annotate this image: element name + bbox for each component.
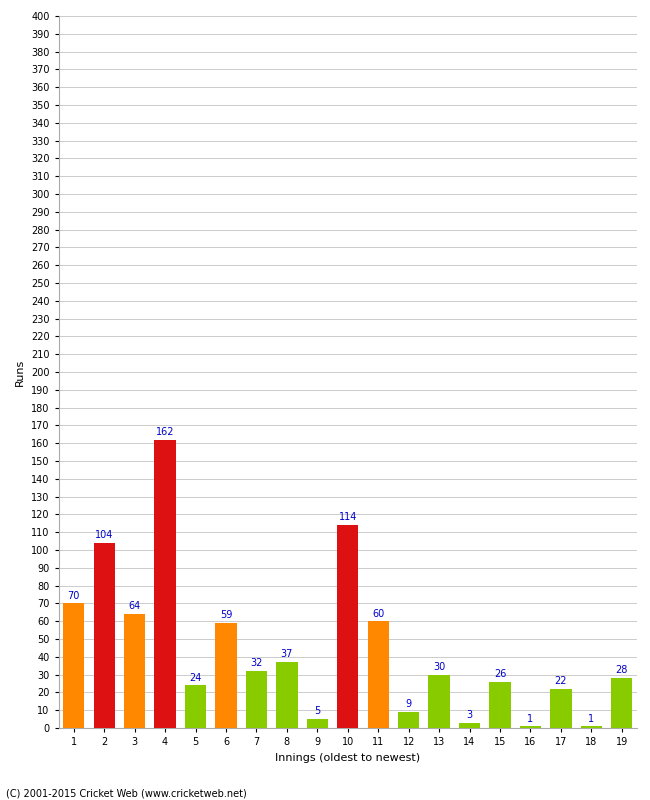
Text: 26: 26 [494, 669, 506, 679]
Text: 5: 5 [314, 706, 320, 717]
Bar [63, 603, 84, 728]
Text: 37: 37 [281, 650, 293, 659]
Bar [215, 623, 237, 728]
Text: 28: 28 [616, 666, 628, 675]
Text: 32: 32 [250, 658, 263, 668]
Text: 9: 9 [406, 699, 411, 710]
Bar [307, 719, 328, 728]
Bar [155, 440, 176, 728]
Text: (C) 2001-2015 Cricket Web (www.cricketweb.net): (C) 2001-2015 Cricket Web (www.cricketwe… [6, 788, 247, 798]
Bar [580, 726, 602, 728]
Text: 59: 59 [220, 610, 232, 620]
Bar [124, 614, 145, 728]
Text: 162: 162 [156, 427, 174, 437]
Bar [94, 543, 115, 728]
Text: 104: 104 [95, 530, 113, 540]
Text: 3: 3 [467, 710, 473, 720]
Bar [367, 622, 389, 728]
Text: 70: 70 [68, 590, 80, 601]
Text: 30: 30 [433, 662, 445, 672]
Bar [520, 726, 541, 728]
Text: 64: 64 [129, 602, 141, 611]
Text: 24: 24 [189, 673, 202, 682]
Bar [550, 689, 571, 728]
Bar [246, 671, 267, 728]
Bar [459, 722, 480, 728]
Text: 114: 114 [339, 513, 357, 522]
Bar [489, 682, 511, 728]
Text: 22: 22 [554, 676, 567, 686]
Bar [398, 712, 419, 728]
Bar [337, 525, 358, 728]
Y-axis label: Runs: Runs [16, 358, 25, 386]
Bar [185, 686, 206, 728]
Text: 1: 1 [588, 714, 594, 723]
Text: 1: 1 [527, 714, 534, 723]
Bar [428, 674, 450, 728]
Bar [611, 678, 632, 728]
Text: 60: 60 [372, 609, 384, 618]
X-axis label: Innings (oldest to newest): Innings (oldest to newest) [275, 753, 421, 762]
Bar [276, 662, 298, 728]
